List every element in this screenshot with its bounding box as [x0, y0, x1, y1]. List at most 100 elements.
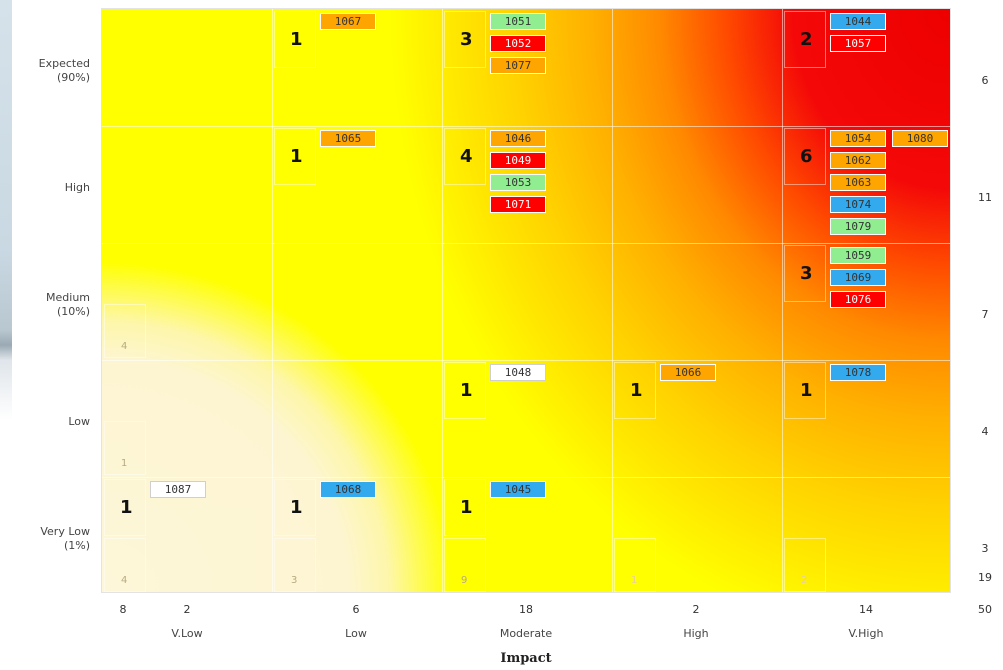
cell-count-box [444, 362, 486, 419]
grid-line-vertical [442, 9, 443, 592]
column-total: 2 [692, 603, 700, 616]
cell-count-box [274, 128, 316, 185]
grid-line-horizontal [102, 243, 950, 244]
matrix-cell[interactable]: 1 1065 [272, 126, 442, 243]
row-total: 4 [981, 424, 989, 438]
column-total: 18 [519, 603, 533, 616]
matrix-cell[interactable]: 1 1066 [612, 360, 782, 477]
matrix-cell-secondary: 3 [272, 477, 442, 592]
secondary-count-box [444, 538, 486, 592]
row-total: 11 [978, 190, 992, 204]
risk-item-tag[interactable]: 1080 [892, 130, 948, 147]
risk-item-tag[interactable]: 1059 [830, 247, 886, 264]
cell-count[interactable]: 4 [460, 146, 473, 167]
risk-item-tag[interactable]: 1069 [830, 269, 886, 286]
matrix-cell[interactable]: 6 1054 1080 1062 1063 1074 1079 [782, 126, 950, 243]
risk-item-tag[interactable]: 1048 [490, 364, 546, 381]
likelihood-label: Medium (10%) [46, 290, 90, 318]
secondary-count: 1 [121, 458, 128, 469]
secondary-count: 4 [121, 341, 128, 352]
cell-count-box [614, 362, 656, 419]
risk-item-tag[interactable]: 1068 [320, 481, 376, 498]
matrix-cell[interactable]: 1 1067 [272, 9, 442, 126]
risk-item-tag[interactable]: 1077 [490, 57, 546, 74]
cell-count[interactable]: 1 [630, 380, 643, 401]
cell-count[interactable]: 6 [800, 146, 813, 167]
secondary-count-box [104, 538, 146, 592]
impact-label: High [683, 627, 709, 640]
cell-count-box [784, 245, 826, 302]
matrix-cell[interactable]: 1 1068 [272, 477, 442, 592]
risk-item-tag[interactable]: 1044 [830, 13, 886, 30]
risk-item-tag[interactable]: 1054 [830, 130, 886, 147]
grid-line-horizontal [102, 360, 950, 361]
cell-count[interactable]: 1 [800, 380, 813, 401]
cell-count[interactable]: 1 [290, 497, 303, 518]
grid-line-vertical [272, 9, 273, 592]
x-axis-title: Impact [500, 651, 552, 666]
grand-total: 50 [978, 603, 992, 616]
column-total: 14 [859, 603, 873, 616]
cell-count[interactable]: 3 [460, 29, 473, 50]
risk-item-tag[interactable]: 1051 [490, 13, 546, 30]
risk-item-tag[interactable]: 1053 [490, 174, 546, 191]
matrix-cell[interactable]: 1 1045 [442, 477, 612, 592]
risk-item-tag[interactable]: 1071 [490, 196, 546, 213]
matrix-cell-secondary: 4 [102, 477, 272, 592]
impact-label: Low [345, 627, 367, 640]
secondary-grand-total: 19 [978, 571, 992, 584]
matrix-cell[interactable]: 3 1051 1052 1077 [442, 9, 612, 126]
likelihood-label: High [64, 180, 90, 194]
cell-count[interactable]: 1 [120, 497, 133, 518]
secondary-count: 2 [801, 575, 808, 586]
matrix-cell-secondary: 9 [442, 477, 612, 592]
risk-item-tag[interactable]: 1087 [150, 481, 206, 498]
cell-count[interactable]: 1 [290, 146, 303, 167]
matrix-cell[interactable]: 2 1044 1057 [782, 9, 950, 126]
matrix-cell[interactable]: 1 1087 [102, 477, 272, 592]
grid-line-vertical [612, 9, 613, 592]
risk-item-tag[interactable]: 1046 [490, 130, 546, 147]
matrix-cell-secondary: 4 [102, 243, 272, 360]
risk-item-tag[interactable]: 1079 [830, 218, 886, 235]
risk-item-tag[interactable]: 1063 [830, 174, 886, 191]
column-total: 2 [183, 603, 191, 616]
row-total: 6 [981, 73, 989, 87]
risk-item-tag[interactable]: 1049 [490, 152, 546, 169]
matrix-cell[interactable]: 1 1048 [442, 360, 612, 477]
likelihood-label: Low [68, 414, 90, 428]
row-total: 3 [981, 541, 989, 555]
matrix-cell[interactable]: 3 1059 1069 1076 [782, 243, 950, 360]
cell-count[interactable]: 2 [800, 29, 813, 50]
matrix-cell[interactable]: 1 1078 [782, 360, 950, 477]
secondary-count: 4 [121, 575, 128, 586]
secondary-count-box [274, 538, 316, 592]
matrix-cell-secondary: 1 [612, 477, 782, 592]
risk-item-tag[interactable]: 1076 [830, 291, 886, 308]
cell-count-box [784, 128, 826, 185]
risk-item-tag[interactable]: 1067 [320, 13, 376, 30]
cell-count[interactable]: 1 [290, 29, 303, 50]
matrix-cell-secondary: 2 [782, 477, 950, 592]
risk-item-tag[interactable]: 1078 [830, 364, 886, 381]
likelihood-label: Very Low (1%) [40, 524, 90, 552]
cell-count-box [274, 479, 316, 536]
risk-item-tag[interactable]: 1065 [320, 130, 376, 147]
impact-label: Moderate [499, 627, 553, 640]
cell-count-box [444, 479, 486, 536]
window-edge [0, 0, 12, 670]
risk-item-tag[interactable]: 1052 [490, 35, 546, 52]
cell-count[interactable]: 1 [460, 380, 473, 401]
cell-count[interactable]: 3 [800, 263, 813, 284]
matrix-cell[interactable]: 4 1046 1049 1053 1071 [442, 126, 612, 243]
risk-item-tag[interactable]: 1057 [830, 35, 886, 52]
risk-item-tag[interactable]: 1045 [490, 481, 546, 498]
risk-item-tag[interactable]: 1074 [830, 196, 886, 213]
risk-item-tag[interactable]: 1062 [830, 152, 886, 169]
column-total: 6 [352, 603, 360, 616]
risk-item-tag[interactable]: 1066 [660, 364, 716, 381]
cell-count[interactable]: 1 [460, 497, 473, 518]
cell-count-box [274, 11, 316, 68]
impact-label: V.High [848, 627, 884, 640]
secondary-count-box [104, 421, 146, 475]
